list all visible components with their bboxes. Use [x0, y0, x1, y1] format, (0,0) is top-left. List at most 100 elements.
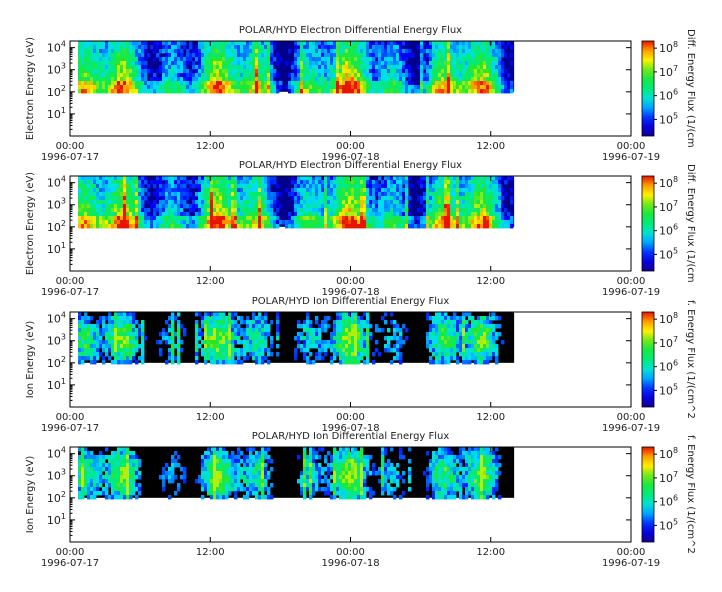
spectrogram-cell: [126, 344, 130, 349]
spectrogram-cell: [462, 220, 466, 225]
spectrogram-cell: [324, 224, 328, 229]
spectrogram-cell: [411, 89, 415, 94]
spectrogram-cell: [186, 73, 190, 78]
spectrogram-cell: [306, 336, 310, 341]
spectrogram-cell: [126, 352, 130, 357]
spectrogram-cell: [312, 176, 316, 181]
spectrogram-cell: [492, 200, 496, 205]
spectrogram-cell: [117, 336, 121, 341]
spectrogram-cell: [402, 73, 406, 78]
spectrogram-cell: [318, 45, 322, 50]
spectrogram-cell: [462, 348, 466, 353]
spectrogram-cell: [111, 467, 115, 472]
spectrogram-cell: [105, 53, 109, 58]
spectrogram-cell: [138, 192, 142, 197]
spectrogram-cell: [351, 188, 355, 193]
spectrogram-cell: [159, 176, 163, 181]
spectrogram-cell: [366, 360, 370, 365]
spectrogram-cell: [432, 200, 436, 205]
spectrogram-cell: [168, 176, 172, 181]
spectrogram-cell: [87, 320, 91, 325]
spectrogram-cell: [195, 224, 199, 229]
spectrogram-cell: [468, 216, 472, 221]
spectrogram-cell: [135, 89, 139, 94]
spectrogram-cell: [153, 41, 157, 46]
spectrogram-cell: [117, 69, 121, 74]
spectrogram-cell: [483, 224, 487, 229]
spectrogram-cell: [243, 212, 247, 217]
spectrogram-cell: [216, 188, 220, 193]
spectrogram-cell: [90, 184, 94, 189]
spectrogram-cell: [369, 324, 373, 329]
spectrogram-cell: [498, 204, 502, 209]
x-tick-time: 12:00: [476, 141, 505, 152]
spectrogram-cell: [210, 220, 214, 225]
spectrogram-cell: [201, 200, 205, 205]
spectrogram-cell: [306, 320, 310, 325]
spectrogram-cell: [444, 328, 448, 333]
spectrogram-cell: [222, 180, 226, 185]
spectrogram-cell: [108, 324, 112, 329]
spectrogram-cell: [243, 188, 247, 193]
spectrogram-cell: [231, 65, 235, 70]
spectrogram-cell: [225, 360, 229, 365]
spectrogram-cell: [429, 344, 433, 349]
spectrogram-cell: [465, 216, 469, 221]
spectrogram-cell: [486, 77, 490, 82]
spectrogram-cell: [339, 188, 343, 193]
spectrogram-cell: [297, 89, 301, 94]
spectrogram-cell: [333, 89, 337, 94]
spectrogram-cell: [102, 41, 106, 46]
spectrogram-cell: [369, 49, 373, 54]
spectrogram-cell: [93, 479, 97, 484]
spectrogram-cell: [483, 320, 487, 325]
spectrogram-cell: [84, 487, 88, 492]
spectrogram-cell: [102, 69, 106, 74]
spectrogram-cell: [78, 447, 82, 452]
spectrogram-cell: [321, 220, 325, 225]
spectrogram-cell: [468, 348, 472, 353]
spectrogram-cell: [330, 344, 334, 349]
spectrogram-cell: [423, 49, 427, 54]
spectrogram-cell: [435, 45, 439, 50]
spectrogram-cell: [84, 312, 88, 317]
spectrogram-cell: [114, 324, 118, 329]
spectrogram-cell: [471, 320, 475, 325]
spectrogram-cell: [474, 180, 478, 185]
spectrogram-cell: [360, 212, 364, 217]
spectrogram-cell: [231, 176, 235, 181]
spectrogram-cell: [165, 200, 169, 205]
spectrogram-cell: [456, 360, 460, 365]
spectrogram-cell: [393, 69, 397, 74]
spectrogram-cell: [201, 77, 205, 82]
spectrogram-cell: [438, 77, 442, 82]
spectrogram-cell: [309, 57, 313, 62]
spectrogram-cell: [132, 356, 136, 361]
spectrogram-cell: [165, 336, 169, 341]
spectrogram-cell: [327, 188, 331, 193]
spectrogram-cell: [252, 53, 256, 58]
spectrogram-cell: [171, 216, 175, 221]
spectrogram-cell: [228, 69, 232, 74]
spectrogram-cell: [489, 188, 493, 193]
spectrogram-cell: [438, 352, 442, 357]
spectrogram-cell: [474, 73, 478, 78]
spectrogram-cell: [357, 336, 361, 341]
spectrogram-cell: [207, 192, 211, 197]
spectrogram-cell: [312, 216, 316, 221]
spectrogram-cell: [258, 204, 262, 209]
spectrogram-cell: [333, 184, 337, 189]
spectrogram-cell: [162, 69, 166, 74]
spectrogram-cell: [486, 348, 490, 353]
spectrogram-cell: [132, 340, 136, 345]
spectrogram-cell: [453, 324, 457, 329]
spectrogram-cell: [222, 320, 226, 325]
spectrogram-cell: [177, 204, 181, 209]
spectrogram-cell: [489, 212, 493, 217]
spectrogram-cell: [261, 65, 265, 70]
spectrogram-cell: [117, 455, 121, 460]
spectrogram-cell: [87, 324, 91, 329]
spectrogram-cell: [255, 360, 259, 365]
spectrogram-cell: [111, 204, 115, 209]
spectrogram-cell: [432, 320, 436, 325]
